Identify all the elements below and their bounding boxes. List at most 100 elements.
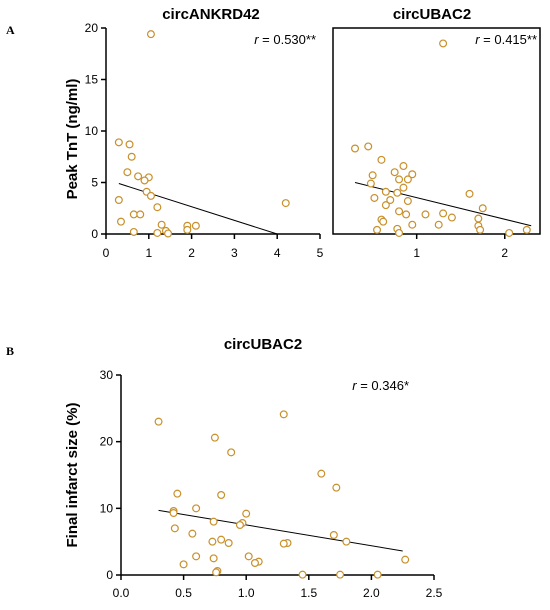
y-axis-label: Final infarct size (%) [64,402,81,547]
x-tick-label: 3 [231,246,238,260]
data-point [146,191,155,200]
data-point [478,204,487,213]
data-point [393,188,402,197]
chart-title: circANKRD42 [162,6,260,23]
panel-label-b: B [6,344,14,358]
data-point [212,568,221,577]
x-tick-label: 1 [145,246,152,260]
data-point [474,214,483,223]
data-point [127,152,136,161]
y-tick-label: 10 [85,124,99,138]
data-point [421,210,430,219]
x-tick-label: 1.0 [238,586,255,600]
data-point [209,517,218,526]
data-points [114,30,290,238]
y-axis-label: Peak TnT (ng/ml) [64,79,81,200]
data-point [403,197,412,206]
data-point [153,228,162,237]
chart-circubac2-infarct: circUBAC2 Final infarct size (%) 0.0 0.5 1… [64,336,443,600]
data-point [476,225,485,234]
correlation-label: r = 0.530** [254,32,316,47]
data-point [381,187,390,196]
y-tick-label: 30 [100,368,114,382]
axes: 0.0 0.5 1.0 1.5 2.0 2.5 0 10 20 30 [100,368,443,600]
data-point [153,203,162,212]
y-tick-label: 0 [106,568,113,582]
data-point [217,535,226,544]
data-point [366,179,375,188]
data-point [210,433,219,442]
data-point [395,175,404,184]
data-point [505,228,514,237]
data-point [377,155,386,164]
data-point [114,138,123,147]
data-point [279,539,288,548]
data-point [408,220,417,229]
data-point [373,225,382,234]
plot-frame [332,27,541,235]
data-point [386,196,395,205]
data-point [395,207,404,216]
x-tick-label: 1 [413,246,420,260]
data-point [336,570,345,579]
data-points [351,39,531,237]
data-point [129,227,138,236]
data-point [224,538,233,547]
data-point [157,220,166,229]
data-point [170,524,179,533]
x-tick-label: 2.0 [363,586,380,600]
data-point [183,225,192,234]
data-point [408,170,417,179]
x-tick-label: 2 [188,246,195,260]
y-tick-label: 20 [100,435,114,449]
data-point [434,220,443,229]
data-point [208,537,217,546]
x-tick-label: 2.5 [426,586,443,600]
data-point [281,199,290,208]
regression-line [158,509,403,552]
x-tick-label: 5 [317,246,324,260]
data-point [209,554,218,563]
data-point [403,175,412,184]
data-point [244,552,253,561]
data-point [351,144,360,153]
data-point [373,570,382,579]
x-tick-label: 0 [103,246,110,260]
data-point [129,210,138,219]
y-tick-label: 0 [91,227,98,241]
data-point [191,221,200,230]
axes: 0 1 2 3 4 5 0 5 10 15 20 [85,21,324,260]
data-point [179,560,188,569]
data-point [235,520,244,529]
y-tick-label: 10 [100,501,114,515]
x-tick-label: 2 [501,246,508,260]
x-tick-label: 0.5 [175,586,192,600]
data-point [317,469,326,478]
data-point [217,491,226,500]
data-point [136,210,145,219]
y-tick-label: 5 [91,176,98,190]
data-point [399,183,408,192]
data-point [465,189,474,198]
data-point [332,483,341,492]
data-point [402,210,411,219]
data-point [379,217,388,226]
x-tick-label: 4 [274,246,281,260]
data-point [329,530,338,539]
data-point [123,168,132,177]
data-point [114,196,123,205]
data-point [298,570,307,579]
data-point [439,209,448,218]
data-point [164,229,173,238]
data-point [154,417,163,426]
data-point [395,228,404,237]
data-point [192,552,201,561]
chart-circankrd42: circANKRD42 Peak TnT (ng/ml) 0 1 2 3 4 5 0 5 10 1… [64,6,324,260]
data-point [342,537,351,546]
x-tick-label: 1.5 [300,586,317,600]
data-point [390,168,399,177]
data-point [188,529,197,538]
